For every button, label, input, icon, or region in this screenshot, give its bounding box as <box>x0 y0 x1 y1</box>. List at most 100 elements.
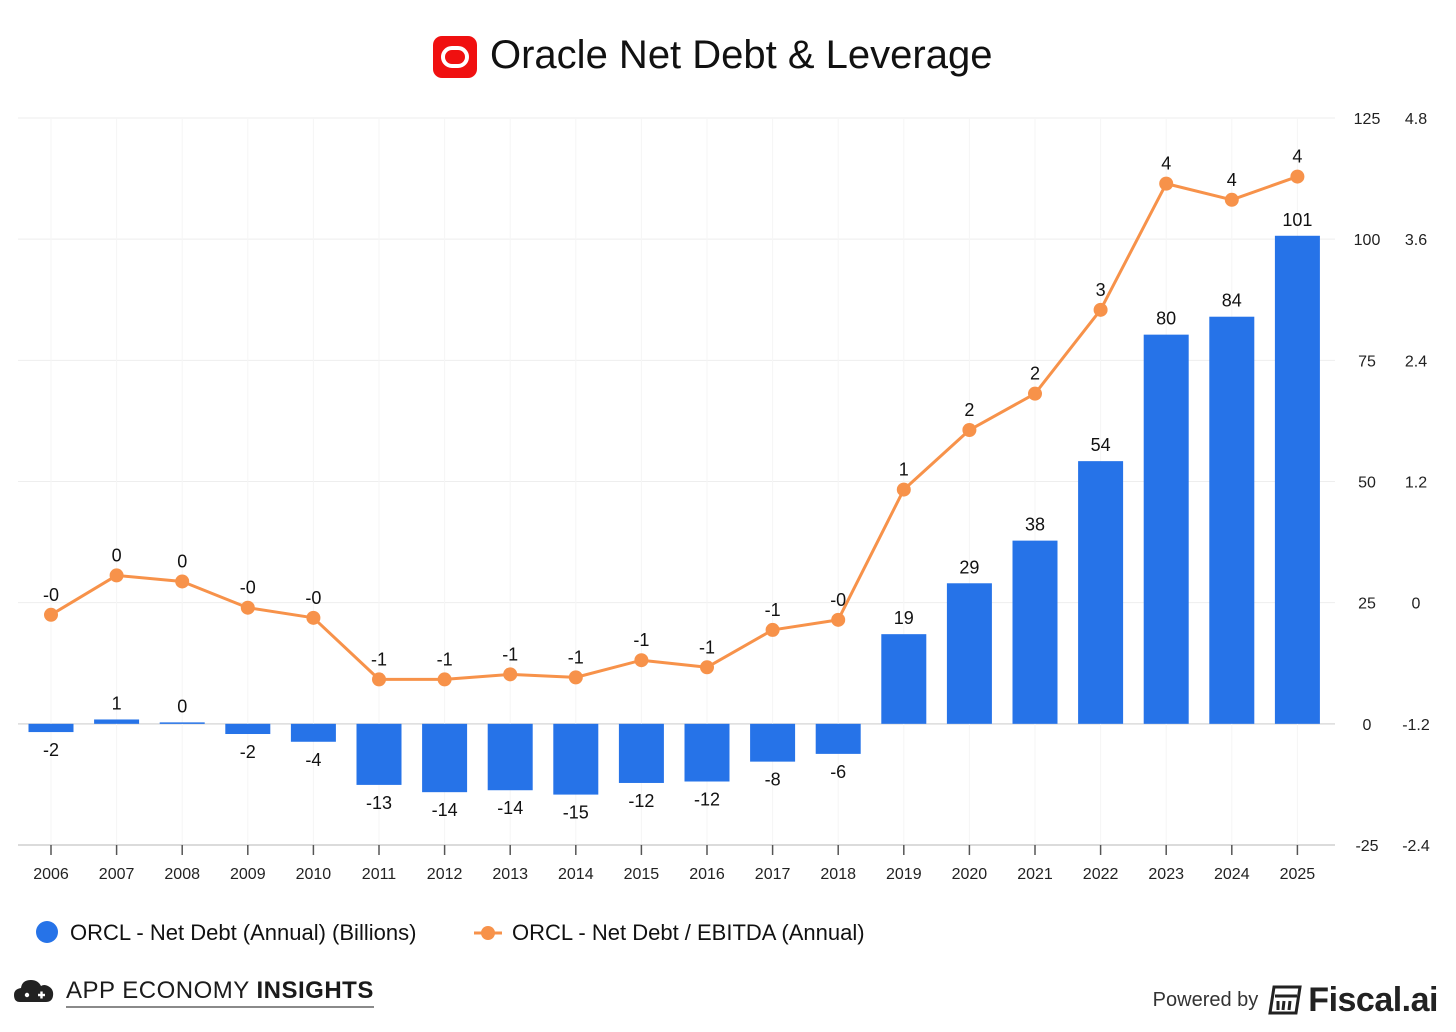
bar-data-label: -4 <box>305 750 321 770</box>
powered-by-label: Powered by <box>1152 988 1259 1011</box>
bar-data-label: 29 <box>959 557 979 577</box>
leverage-point-2024 <box>1224 192 1239 207</box>
oracle-logo-ring <box>441 46 469 68</box>
leverage-point-2023 <box>1159 176 1174 191</box>
leverage-point-2013 <box>503 667 518 682</box>
x-tick-label: 2015 <box>624 866 660 883</box>
bar-data-label: -2 <box>43 740 59 760</box>
line-data-label: -0 <box>43 585 59 605</box>
bar-data-label: 54 <box>1091 435 1111 455</box>
line-data-label: 0 <box>112 545 122 565</box>
bar-data-label: 19 <box>894 608 914 628</box>
bar-data-label: 38 <box>1025 515 1045 535</box>
bar-2012 <box>422 723 468 793</box>
legend-label-net-debt: ORCL - Net Debt (Annual) (Billions) <box>70 920 416 945</box>
line-data-label: -1 <box>699 637 715 657</box>
brand-name-bold: INSIGHTS <box>256 976 374 1004</box>
leverage-point-2025 <box>1290 169 1305 184</box>
bar-2015 <box>618 723 664 783</box>
y-right-tick-label: 3.6 <box>1405 232 1427 249</box>
bar-2020 <box>946 583 992 724</box>
fiscal-logo-icon <box>1268 985 1303 1015</box>
leverage-line <box>50 175 1298 681</box>
leverage-point-2006 <box>44 607 58 622</box>
y-left-tick-label: 50 <box>1358 475 1376 492</box>
bar-data-label: 84 <box>1222 291 1242 311</box>
x-tick-label: 2006 <box>33 866 69 883</box>
chart-title: Oracle Net Debt & Leverage <box>490 33 992 77</box>
line-data-label: -1 <box>502 644 518 664</box>
line-data-label: -1 <box>371 649 387 669</box>
bar-data-label: 101 <box>1282 210 1312 230</box>
legend-marker-net-debt <box>36 921 58 943</box>
line-data-label: 4 <box>1227 170 1237 190</box>
line-data-label: 0 <box>177 551 187 571</box>
y-left-tick-label: 75 <box>1358 353 1376 370</box>
line-data-label: 2 <box>1030 364 1040 384</box>
legend-marker-leverage <box>481 926 495 940</box>
bar-data-label: 1 <box>112 693 122 713</box>
line-data-label: 1 <box>899 460 909 480</box>
bar-2024 <box>1209 316 1255 724</box>
leverage-point-2007 <box>109 568 124 583</box>
x-tick-label: 2025 <box>1280 866 1316 883</box>
line-data-label: -1 <box>633 630 649 650</box>
y-right-tick-label: 4.8 <box>1405 111 1427 128</box>
x-tick-label: 2021 <box>1017 866 1053 883</box>
bar-2023 <box>1143 334 1189 724</box>
leverage-point-2020 <box>962 423 977 438</box>
bar-2007 <box>94 719 140 724</box>
x-tick-label: 2012 <box>427 866 463 883</box>
powered-by: Powered by Fiscal.ai <box>1152 978 1439 1022</box>
bar-data-label: -6 <box>830 762 846 782</box>
x-tick-label: 2016 <box>689 866 725 883</box>
y-left-tick-label: 125 <box>1354 111 1381 128</box>
x-tick-label: 2010 <box>296 866 332 883</box>
bar-2006 <box>28 723 74 733</box>
leverage-point-2015 <box>634 653 649 668</box>
oracle-logo-icon <box>433 36 477 78</box>
leverage-point-2018 <box>831 612 846 627</box>
x-tick-label: 2014 <box>558 866 594 883</box>
bar-data-label: 0 <box>177 696 187 716</box>
bar-data-label: -12 <box>628 791 654 811</box>
y-left-tick-label: -25 <box>1355 838 1378 855</box>
y-right-tick-label: 1.2 <box>1405 475 1427 492</box>
bar-data-label: -12 <box>694 790 720 810</box>
line-data-label: -1 <box>765 600 781 620</box>
y-left-tick-label: 0 <box>1363 717 1372 734</box>
brand-name: APP ECONOMY INSIGHTS <box>66 977 374 1008</box>
x-tick-label: 2023 <box>1148 866 1184 883</box>
line-data-label: -0 <box>830 590 846 610</box>
x-tick-label: 2009 <box>230 866 266 883</box>
bar-2014 <box>553 723 599 795</box>
bar-data-label: -15 <box>563 803 589 823</box>
leverage-point-2022 <box>1093 302 1108 317</box>
line-data-label: -1 <box>568 647 584 667</box>
x-tick-label: 2008 <box>164 866 200 883</box>
leverage-point-2009 <box>240 600 255 615</box>
leverage-point-2014 <box>568 670 583 685</box>
x-tick-label: 2007 <box>99 866 135 883</box>
leverage-point-2017 <box>765 622 780 637</box>
bar-data-label: -13 <box>366 793 392 813</box>
bar-data-label: -8 <box>765 770 781 790</box>
line-data-label: 4 <box>1161 154 1171 174</box>
line-series: -0 0 0 -0 -0 -1 -1 -1 -1 -1 -1 -1 -0 1 2 2 3 4 4 4 <box>43 147 1305 687</box>
bar-2009 <box>225 723 271 735</box>
leverage-point-2016 <box>700 660 714 675</box>
bar-2016 <box>684 723 730 782</box>
cloud-gamepad-icon <box>14 980 54 1002</box>
brand-name-light: APP ECONOMY <box>66 976 257 1004</box>
bar-2019 <box>881 634 927 724</box>
y-right-tick-label: 2.4 <box>1405 353 1427 370</box>
fiscal-brand-name: Fiscal.ai <box>1308 980 1438 1019</box>
leverage-point-2011 <box>372 672 386 687</box>
line-data-label: -1 <box>437 649 453 669</box>
x-tick-label: 2017 <box>755 866 791 883</box>
bar-2021 <box>1012 540 1058 724</box>
line-data-label: -0 <box>240 578 256 598</box>
bar-2018 <box>815 723 861 754</box>
